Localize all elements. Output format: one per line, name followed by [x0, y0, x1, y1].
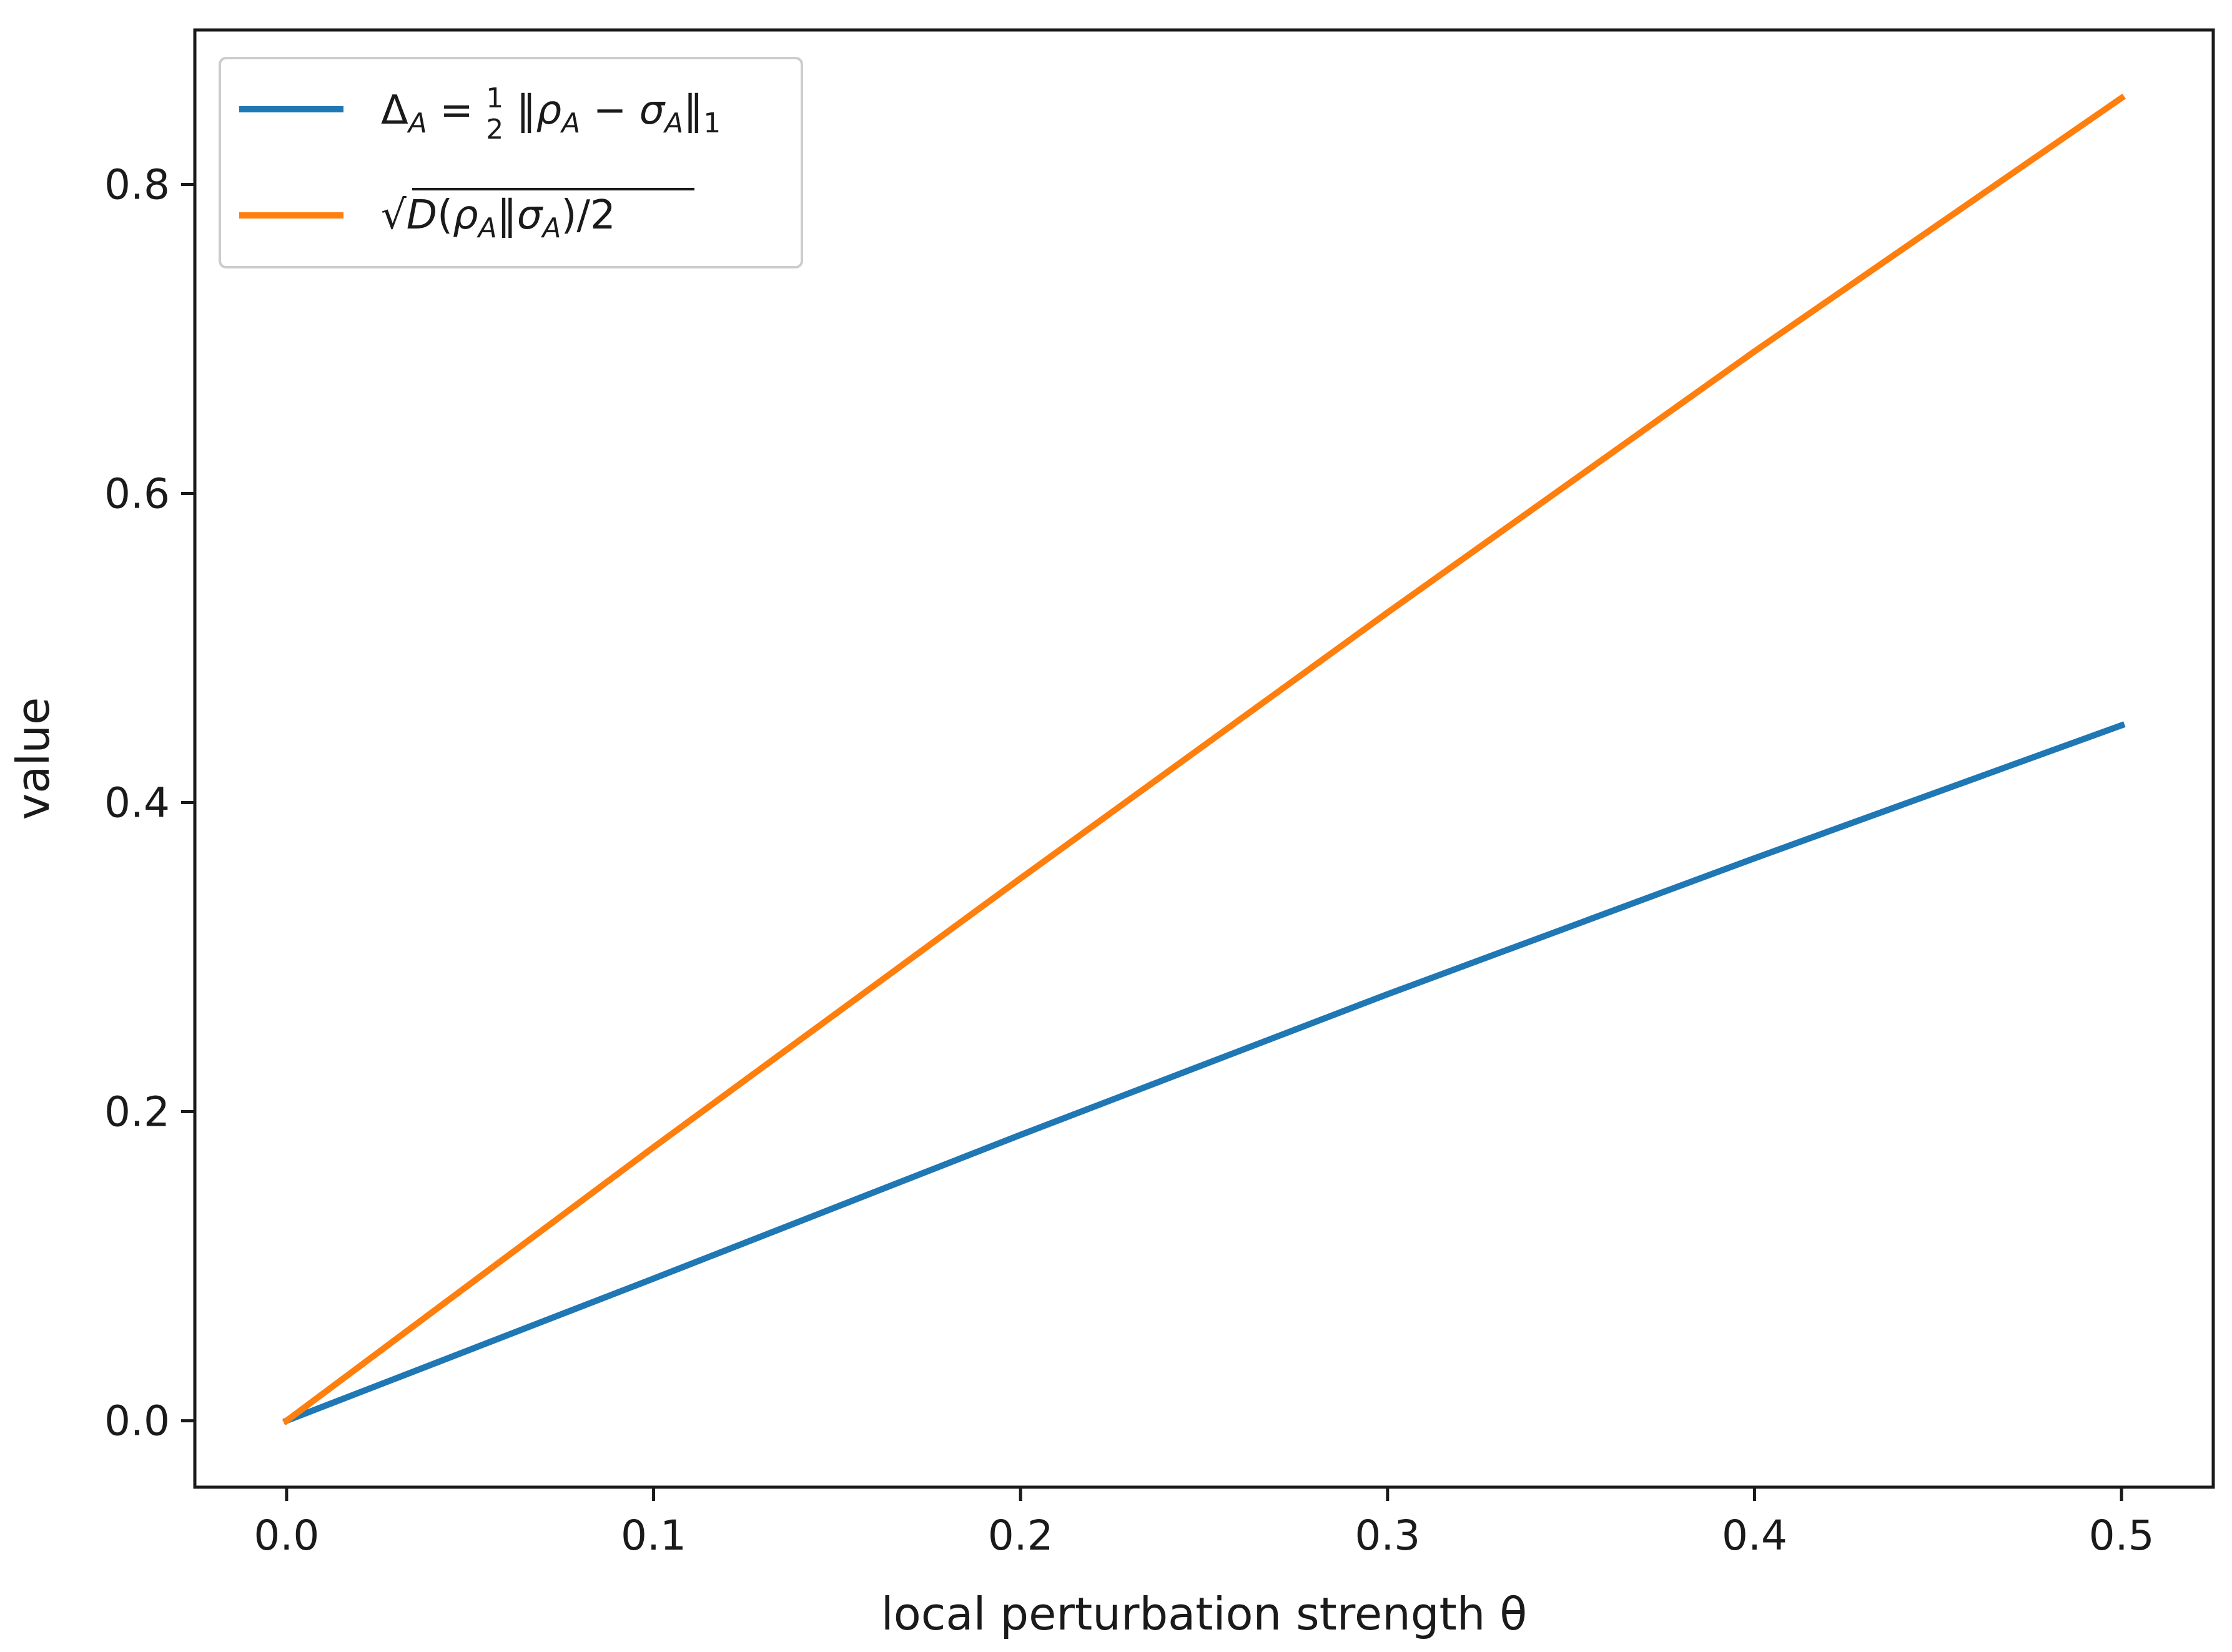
x-tick-label: 0.2	[988, 1512, 1054, 1560]
series-layer	[282, 93, 2126, 1425]
x-tick-label: 0.3	[1355, 1512, 1420, 1560]
x-tick-label: 0.5	[2089, 1512, 2155, 1560]
legend-label-divergence: √D(ρA‖σA)/2	[381, 192, 616, 244]
series-line-delta	[282, 721, 2126, 1425]
series-line-divergence	[282, 93, 2126, 1425]
y-tick-label: 0.8	[104, 161, 170, 209]
y-tick-label: 0.4	[104, 779, 170, 827]
x-tick-label: 0.1	[621, 1512, 686, 1560]
y-axis-ticks: 0.0 0.2 0.4 0.6 0.8	[104, 161, 195, 1445]
x-tick-label: 0.0	[254, 1512, 319, 1560]
y-axis-label: value	[7, 697, 59, 820]
plot-frame	[193, 28, 2215, 1489]
legend-box	[219, 57, 803, 268]
x-axis-ticks: 0.0 0.1 0.2 0.3 0.4 0.5	[254, 1487, 2155, 1560]
y-tick-label: 0.0	[104, 1397, 170, 1445]
x-tick-label: 0.4	[1722, 1512, 1787, 1560]
y-tick-label: 0.2	[104, 1088, 170, 1136]
y-tick-label: 0.6	[104, 470, 170, 518]
x-axis-label: local perturbation strength θ	[881, 1588, 1528, 1640]
